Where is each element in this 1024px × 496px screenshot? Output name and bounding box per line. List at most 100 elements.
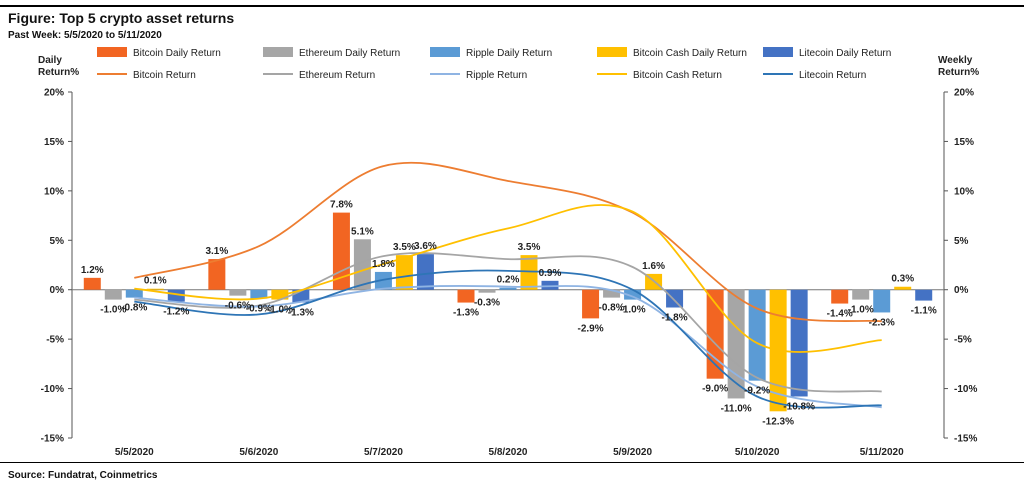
returns-chart: 20% 20% 15% 15% 10% 10% 5% 5% 0% 0% -5% -5% -10% -10%…: [38, 47, 979, 458]
data-label: 0.2%: [497, 275, 520, 286]
category-label: 5/8/2020: [489, 447, 528, 458]
legend-bar-label: Ethereum Daily Return: [299, 48, 400, 59]
data-label: 0.1%: [144, 276, 167, 287]
right-tick-label: -5%: [954, 335, 972, 346]
left-tick-label: 0%: [50, 285, 65, 296]
bar: [915, 289, 933, 301]
data-label: 0.9%: [539, 268, 562, 279]
data-label: 5.1%: [351, 226, 374, 237]
data-label: -0.9%: [246, 304, 272, 315]
data-label: 3.5%: [518, 242, 541, 253]
bar: [457, 289, 475, 303]
legend-bar-label: Ripple Daily Return: [466, 48, 552, 59]
data-label: -9.0%: [702, 384, 728, 395]
right-tick-label: -10%: [954, 384, 977, 395]
data-label: -1.8%: [662, 313, 688, 324]
bars-layer: [83, 212, 933, 412]
data-label: -0.8%: [121, 303, 147, 314]
left-tick-label: -15%: [41, 434, 64, 445]
axes-layer: 20% 20% 15% 15% 10% 10% 5% 5% 0% 0% -5% -5% -10% -10%…: [38, 55, 979, 458]
legend-bar-label: Bitcoin Cash Daily Return: [633, 48, 747, 59]
data-label: -1.2%: [163, 307, 189, 318]
data-label: -1.3%: [288, 308, 314, 319]
data-label: -0.3%: [474, 298, 500, 309]
bar: [374, 271, 392, 290]
bar: [624, 289, 642, 300]
bar: [520, 255, 538, 290]
bar: [416, 254, 434, 290]
data-label: -2.9%: [578, 323, 604, 334]
right-tick-label: 0%: [954, 285, 969, 296]
right-tick-label: -15%: [954, 434, 977, 445]
top-rule: [0, 5, 1024, 7]
data-label: -1.3%: [453, 308, 479, 319]
bar: [146, 288, 164, 290]
legend-bar-swatch: [263, 47, 293, 57]
bar: [831, 289, 849, 304]
line-series: [134, 269, 882, 409]
legend-bar-label: Bitcoin Daily Return: [133, 48, 221, 59]
data-label: -0.8%: [599, 303, 625, 314]
bar: [478, 289, 496, 293]
left-axis-title-line2: Return%: [38, 67, 79, 78]
right-axis-title-line2: Return%: [938, 67, 979, 78]
line-series: [134, 284, 882, 409]
left-tick-label: 20%: [44, 88, 64, 99]
right-tick-label: 20%: [954, 88, 974, 99]
category-label: 5/11/2020: [860, 447, 904, 458]
right-tick-label: 10%: [954, 186, 974, 197]
data-label: -1.1%: [911, 306, 937, 317]
data-label: 7.8%: [330, 200, 353, 211]
data-label: -1.4%: [827, 309, 853, 320]
bar: [208, 259, 226, 290]
data-label: -12.3%: [762, 416, 794, 427]
category-label: 5/6/2020: [239, 447, 278, 458]
data-label: -11.0%: [721, 403, 752, 414]
bar: [603, 289, 621, 298]
legend-line-label: Ethereum Return: [299, 70, 375, 81]
lines-layer: [134, 161, 882, 409]
legend-bar-swatch: [763, 47, 793, 57]
bottom-rule: [0, 462, 1024, 463]
bar: [250, 289, 268, 299]
category-label: 5/7/2020: [364, 447, 403, 458]
chart-title: Figure: Top 5 crypto asset returns: [8, 10, 235, 26]
legend-bar-swatch: [430, 47, 460, 57]
data-label: -1.0%: [267, 305, 293, 316]
data-label: -1.0%: [100, 305, 126, 316]
bar: [104, 289, 122, 300]
data-label: -10.8%: [783, 401, 815, 412]
left-axis-title-line1: Daily: [38, 55, 62, 66]
bar: [666, 289, 684, 308]
bar: [353, 239, 371, 290]
data-label: -2.3%: [869, 317, 895, 328]
data-label: 3.6%: [414, 241, 437, 252]
bar: [125, 289, 143, 298]
category-label: 5/10/2020: [735, 447, 780, 458]
bar: [541, 280, 559, 290]
bar: [790, 289, 808, 397]
left-tick-label: 15%: [44, 137, 64, 148]
bar: [167, 289, 185, 302]
legend-bar-swatch: [597, 47, 627, 57]
left-tick-label: 10%: [44, 186, 64, 197]
right-axis-title-line1: Weekly: [938, 55, 973, 66]
left-tick-label: -10%: [41, 384, 64, 395]
right-tick-label: 15%: [954, 137, 974, 148]
line-series: [134, 204, 882, 353]
data-label: -1.0%: [620, 305, 646, 316]
line-series: [134, 252, 882, 393]
data-label: 3.5%: [393, 242, 416, 253]
legend-line-label: Bitcoin Cash Return: [633, 70, 722, 81]
bar: [83, 277, 101, 290]
left-tick-label: 5%: [50, 236, 65, 247]
bar: [748, 289, 766, 381]
legend-bar-swatch: [97, 47, 127, 57]
legend-line-label: Litecoin Return: [799, 70, 866, 81]
legend: Bitcoin Daily Return Ethereum Daily Retur…: [97, 47, 891, 81]
bar: [229, 289, 247, 296]
chart-subtitle: Past Week: 5/5/2020 to 5/11/2020: [8, 30, 162, 41]
bar: [852, 289, 870, 300]
category-label: 5/9/2020: [613, 447, 652, 458]
data-labels-layer: 1.2%3.1%7.8%-1.3%-2.9%-9.0%-1.4%-1.0% -0.…: [81, 200, 937, 428]
